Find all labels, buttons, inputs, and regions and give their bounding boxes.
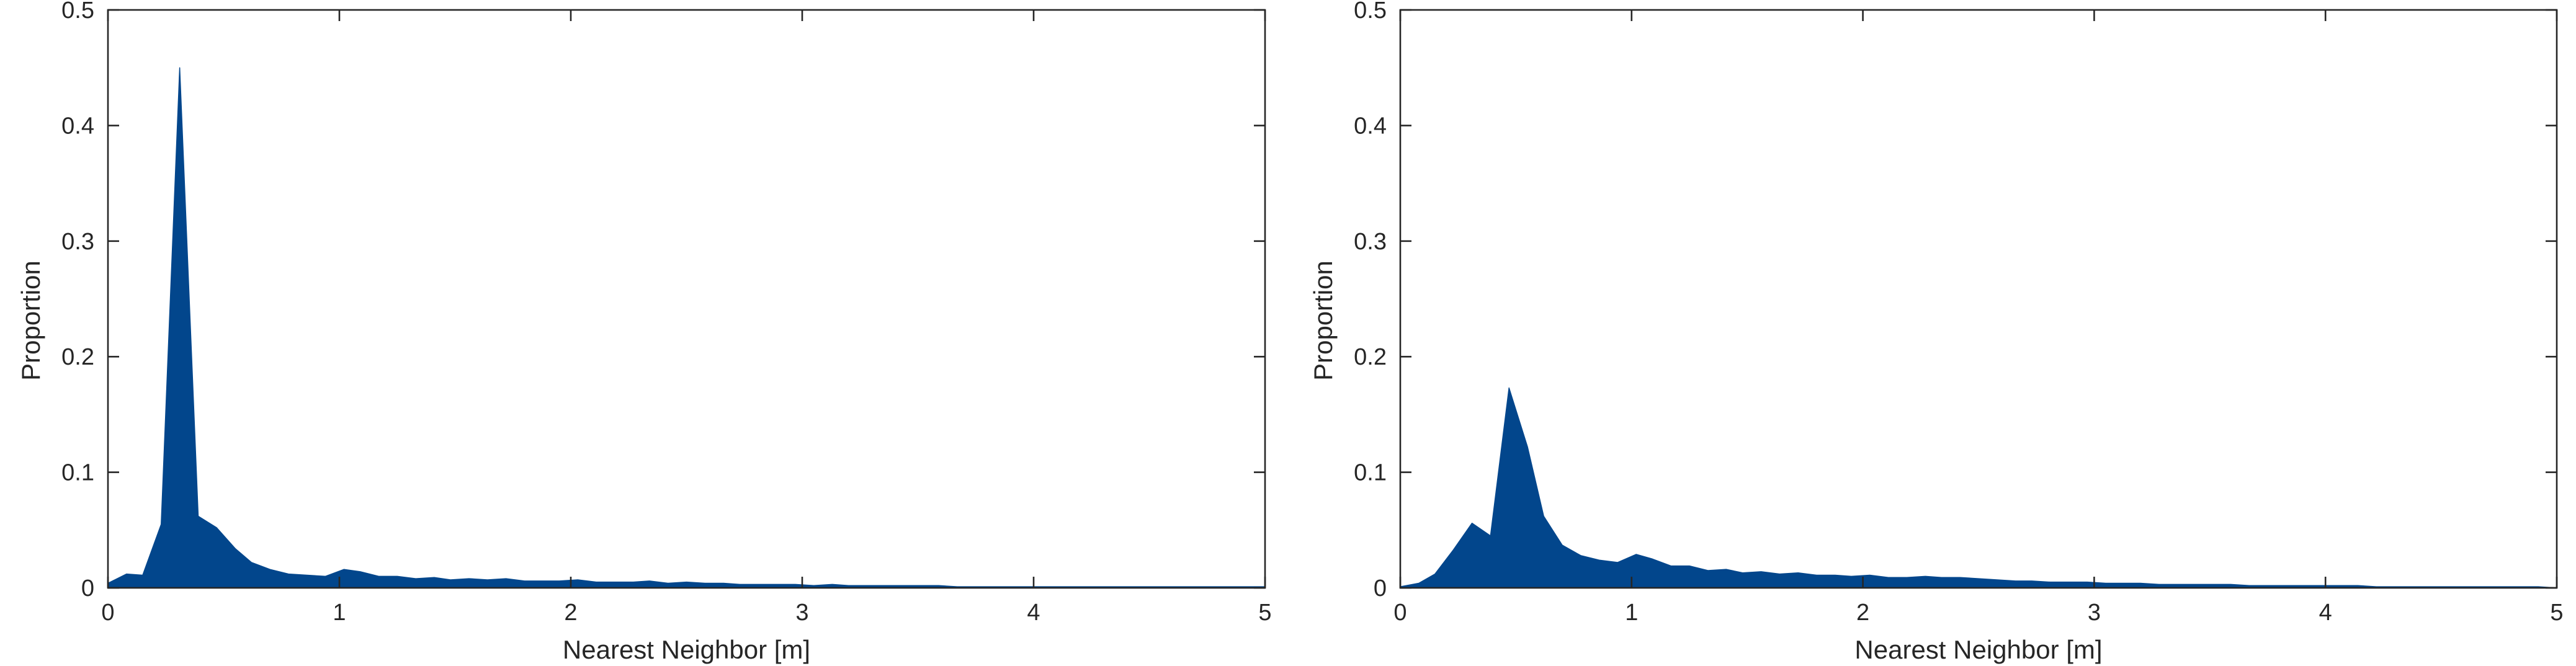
y-axis-label: Proportion xyxy=(1308,260,1338,381)
axes-box xyxy=(1399,9,2558,589)
y-tick-label: 0.5 xyxy=(1354,0,1387,24)
y-tick-label: 0 xyxy=(81,575,94,602)
y-tick-label: 0.3 xyxy=(1354,229,1387,255)
x-tick-label: 2 xyxy=(1856,600,1869,626)
y-tick-label: 0.1 xyxy=(61,460,94,486)
y-tick-label: 0.4 xyxy=(61,113,94,139)
x-tick-label: 0 xyxy=(101,600,114,626)
axes-box xyxy=(107,9,1266,589)
y-tick-label: 0.2 xyxy=(61,344,94,370)
y-tick-label: 0.2 xyxy=(1354,344,1387,370)
x-tick-label: 3 xyxy=(795,600,808,626)
y-tick-label: 0.1 xyxy=(1354,460,1387,486)
y-tick-label: 0 xyxy=(1374,575,1387,602)
x-tick-label: 1 xyxy=(333,600,346,626)
x-tick-label: 5 xyxy=(1258,600,1271,626)
y-tick-label: 0.5 xyxy=(61,0,94,24)
x-tick-label: 2 xyxy=(564,600,577,626)
x-axis-label: Nearest Neighbor [m] xyxy=(1854,635,2102,664)
x-tick-label: 1 xyxy=(1625,600,1638,626)
x-axis-label: Nearest Neighbor [m] xyxy=(563,635,810,664)
y-axis-label: Proportion xyxy=(16,260,45,381)
x-tick-label: 4 xyxy=(2319,600,2332,626)
x-tick-label: 5 xyxy=(2550,600,2563,626)
area-series-0 xyxy=(107,67,1266,588)
x-tick-label: 0 xyxy=(1393,600,1407,626)
y-tick-label: 0.3 xyxy=(61,229,94,255)
area-series-0 xyxy=(1400,387,2557,588)
x-tick-label: 4 xyxy=(1027,600,1040,626)
chart-panel-right: 0 1 2 3 4 5 0 0.1 0.2 0.3 0.4 0.5 Nearest Neighbor [… xyxy=(1308,0,2564,664)
chart-panel-left: 0 1 2 3 4 5 0 0.1 0.2 0.3 0.4 0.5 Nearest Neighbor [… xyxy=(16,0,1272,664)
x-tick-label: 3 xyxy=(2088,600,2101,626)
y-tick-label: 0.4 xyxy=(1354,113,1387,139)
